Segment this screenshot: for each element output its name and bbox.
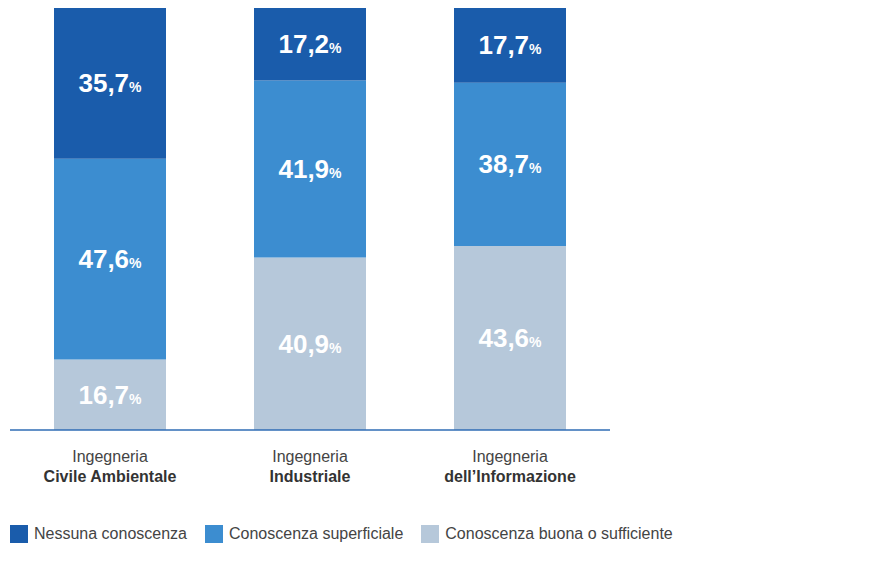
- svg-text:17,2%: 17,2%: [278, 29, 342, 59]
- svg-text:35,7%: 35,7%: [78, 68, 142, 98]
- svg-text:17,7%: 17,7%: [478, 30, 542, 60]
- svg-text:dell’Informazione: dell’Informazione: [444, 468, 576, 485]
- html-text:Conoscenza superficiale: Conoscenza superficiale: [229, 525, 404, 542]
- svg-text:41,9%: 41,9%: [278, 154, 342, 184]
- svg-text:38,7%: 38,7%: [478, 149, 542, 179]
- svg-text:43,6%: 43,6%: [478, 323, 542, 353]
- html-text:Conoscenza buona o sufficiente: Conoscenza buona o sufficiente: [445, 525, 673, 542]
- svg-text:Ingegneria: Ingegneria: [272, 448, 348, 465]
- svg-text:40,9%: 40,9%: [278, 329, 342, 359]
- svg-text:Ingegneria: Ingegneria: [72, 448, 148, 465]
- svg-text:16,7%: 16,7%: [78, 380, 142, 410]
- svg-text:Industriale: Industriale: [270, 468, 351, 485]
- svg-text:Ingegneria: Ingegneria: [472, 448, 548, 465]
- svg-text:Civile Ambientale: Civile Ambientale: [44, 468, 177, 485]
- html-text:Nessuna conoscenza: Nessuna conoscenza: [34, 525, 187, 542]
- svg-text:47,6%: 47,6%: [78, 244, 142, 274]
